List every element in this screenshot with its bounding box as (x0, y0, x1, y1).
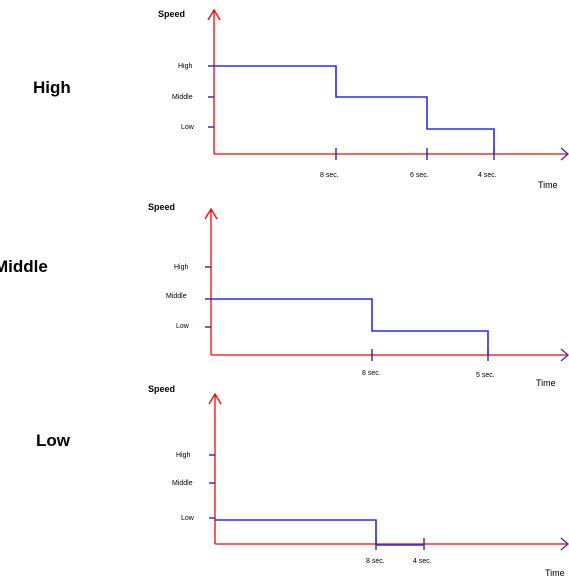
y-tick-label: High (174, 264, 189, 271)
y-tick-label: Low (181, 124, 195, 131)
x-tick-label: 5 sec. (476, 372, 495, 379)
y-axis-arrow (208, 392, 222, 405)
x-axis-title: Time (538, 180, 558, 190)
y-tick-label: Middle (172, 94, 193, 101)
panel-middle: Middle Speed Time High Middle Low 8 sec.… (0, 195, 569, 388)
y-tick-label: High (178, 63, 193, 70)
speed-time-chart: Speed Time High Middle Low 8 sec. 5 sec. (148, 202, 569, 388)
x-tick-label: 8 sec. (362, 370, 381, 377)
y-tick-label: Middle (172, 480, 193, 487)
x-tick-label: 8 sec. (366, 558, 385, 565)
speed-time-chart: Speed Time High Middle Low 8 sec. 4 sec. (148, 384, 569, 578)
speed-profile-line (214, 65, 495, 154)
x-axis-arrow (560, 537, 569, 551)
y-tick-label: High (176, 452, 191, 459)
speed-time-chart: Speed Time High Middle Low 8 sec. 6 sec.… (158, 8, 569, 190)
y-tick-label: Low (181, 515, 195, 522)
mode-label: Middle (0, 257, 48, 276)
x-axis-arrow (560, 348, 569, 362)
x-axis-arrow (560, 147, 569, 161)
x-tick-label: 8 sec. (320, 172, 339, 179)
x-axis-title: Time (545, 568, 565, 578)
x-tick-label: 4 sec. (478, 172, 497, 179)
y-tick-label: Low (176, 323, 190, 330)
y-axis-arrow (207, 8, 221, 21)
panel-high: High Speed Time High Middle Low 8 sec. 6… (0, 0, 569, 195)
y-tick-label: Middle (166, 293, 187, 300)
mode-label: Low (36, 431, 70, 450)
x-axis-title: Time (536, 378, 556, 388)
speed-profile-line (215, 519, 424, 546)
panel-low: Low Speed Time High Middle Low 8 sec. 4 … (0, 380, 569, 578)
x-tick-label: 6 sec. (410, 172, 429, 179)
speed-profile-line (211, 298, 489, 355)
y-axis-title: Speed (148, 202, 175, 212)
x-tick-label: 4 sec. (413, 558, 432, 565)
y-axis-arrow (204, 207, 218, 220)
mode-label: High (33, 78, 71, 97)
y-axis-title: Speed (158, 9, 185, 19)
y-axis-title: Speed (148, 384, 175, 394)
